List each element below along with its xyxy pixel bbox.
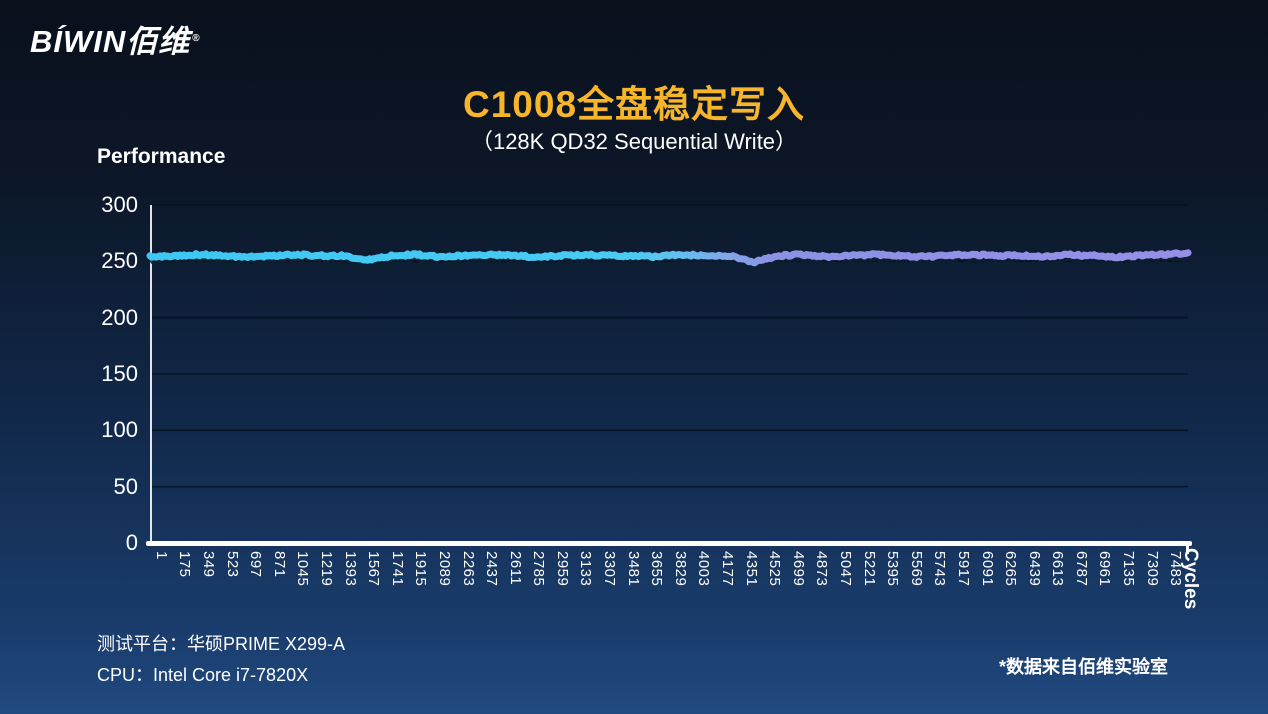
x-axis-tick-label: 5743 — [931, 551, 949, 587]
x-axis-tick-label: 1915 — [412, 551, 430, 587]
x-axis-tick-label: 5221 — [860, 551, 878, 587]
biwin-logo-text: BÍWIN佰维 — [30, 24, 191, 59]
x-axis-tick-label: 2263 — [459, 551, 477, 587]
x-axis-tick-label: 6265 — [1002, 551, 1020, 587]
x-axis-title: Cycles — [1180, 548, 1201, 610]
x-axis-tick-label: 6439 — [1025, 551, 1043, 587]
y-axis-tick-label: 50 — [113, 473, 138, 499]
x-axis-tick-label: 4525 — [766, 551, 784, 587]
y-axis-tick-label: 250 — [101, 248, 138, 274]
x-axis-tick-label: 6091 — [978, 551, 996, 587]
biwin-logo: BÍWIN佰维 ® — [30, 16, 201, 61]
x-axis-tick-label: 1219 — [317, 551, 335, 587]
y-axis-tick-label: 100 — [101, 417, 138, 443]
x-axis-tick-label: 1045 — [294, 551, 312, 587]
y-axis-tick-label: 150 — [101, 361, 138, 386]
x-axis-tick-label: 5569 — [907, 551, 925, 587]
x-axis-tick-label: 2437 — [483, 551, 501, 587]
x-axis-line — [146, 541, 1192, 546]
x-axis-tick-label: 2959 — [553, 551, 571, 587]
x-axis-tick-label: 3655 — [648, 551, 666, 587]
x-axis-end-tick — [1186, 546, 1189, 554]
x-axis-tick-label: 6613 — [1049, 551, 1067, 587]
chart-subtitle: （128K QD32 Sequential Write） — [470, 129, 798, 154]
chart-svg — [146, 204, 1192, 543]
y-axis-tick-label: 0 — [125, 530, 138, 555]
x-axis-tick-label: 1393 — [341, 551, 359, 587]
x-axis-tick-label: 871 — [270, 551, 288, 578]
x-axis-tick-label: 5395 — [884, 551, 902, 587]
performance-series-line — [146, 249, 1192, 267]
x-axis-tick-label: 2611 — [506, 551, 524, 586]
x-axis-tick-label: 4003 — [695, 551, 713, 587]
y-axis-tick-label: 200 — [101, 304, 138, 330]
x-axis-tick-label: 4699 — [789, 551, 807, 587]
y-axis-tick-label: 300 — [101, 192, 138, 217]
x-axis-tick-label: 4177 — [719, 551, 736, 587]
plot-area — [146, 204, 1192, 543]
data-source-note: *数据来自佰维实验室 — [998, 657, 1168, 677]
x-axis-tick-label: 1741 — [388, 551, 406, 587]
x-axis-tick-label: 2089 — [435, 551, 453, 587]
x-axis-tick-label: 175 — [176, 551, 194, 578]
x-axis-tick-label: 1 — [152, 551, 170, 560]
x-axis-tick-label: 5047 — [836, 551, 854, 587]
cpu-text: CPU：Intel Core i7-7820X — [97, 665, 309, 685]
x-axis-tick-label: 7135 — [1120, 551, 1137, 587]
noise-series-line — [149, 255, 1189, 276]
x-axis-tick-label: 7309 — [1143, 551, 1161, 587]
x-axis-tick-label: 523 — [223, 551, 241, 578]
x-axis-tick-label: 3133 — [577, 551, 595, 587]
gridlines — [150, 204, 1188, 488]
y-axis-title: Performance — [97, 145, 226, 168]
x-axis-tick-label: 349 — [200, 551, 217, 578]
x-axis-tick-label: 4873 — [813, 551, 831, 587]
x-axis-tick-label: 4351 — [742, 551, 760, 587]
chart-title: C1008全盘稳定写入 — [462, 84, 806, 125]
x-axis-tick-label: 3481 — [624, 551, 642, 587]
x-axis-tick-label: 6961 — [1096, 551, 1114, 587]
x-axis-tick-label: 1567 — [365, 551, 383, 587]
x-axis-tick-label: 3307 — [601, 551, 618, 587]
registered-mark: ® — [192, 32, 201, 44]
x-axis-tick-label: 3829 — [671, 551, 689, 587]
x-axis-tick-label: 2785 — [530, 551, 548, 587]
x-axis-tick-label: 5917 — [954, 551, 972, 587]
x-axis-tick-label: 697 — [247, 551, 265, 578]
x-axis-tick-label: 6787 — [1072, 551, 1090, 587]
test-platform-text: 测试平台：华硕PRIME X299-A — [97, 634, 346, 654]
